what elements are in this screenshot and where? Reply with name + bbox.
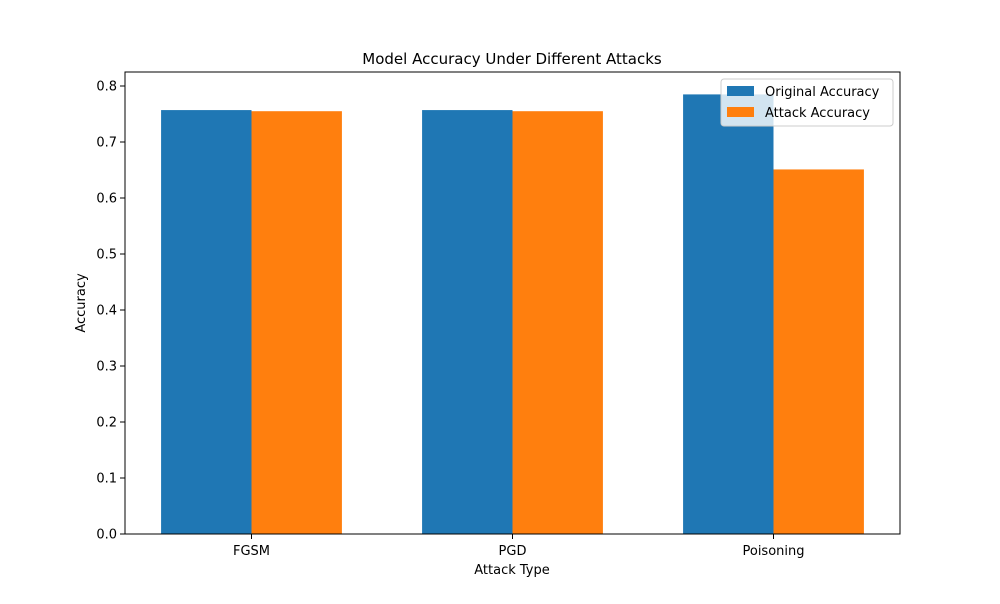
bar-attack-accuracy-fgsm [251, 111, 342, 534]
legend: Original Accuracy Attack Accuracy [720, 78, 894, 127]
bar-original-accuracy-fgsm [161, 110, 252, 534]
legend-box [720, 78, 894, 127]
y-axis-ticks: 0.0 0.1 0.2 0.3 0.4 0.5 0.6 0.7 0.8 [96, 80, 125, 543]
legend-swatch [727, 86, 754, 96]
bar-attack-accuracy-poisoning [773, 169, 864, 534]
bar-original-accuracy-pgd [422, 110, 513, 534]
x-axis-label: Attack Type [474, 563, 550, 578]
legend-swatch [727, 107, 754, 117]
x-tick-label: FGSM [233, 544, 270, 559]
legend-label: Attack Accuracy [765, 106, 870, 121]
x-axis-ticks: FGSM PGD Poisoning [233, 534, 805, 559]
plot-frame [124, 71, 901, 535]
bars-group [161, 94, 864, 535]
x-tick-label: PGD [499, 544, 527, 559]
y-tick-label: 0.1 [96, 472, 117, 487]
y-axis-label: Accuracy [74, 273, 89, 333]
x-tick-label: Poisoning [742, 544, 804, 559]
chart-title: Model Accuracy Under Different Attacks [362, 50, 662, 68]
y-tick-label: 0.4 [96, 304, 117, 319]
legend-label: Original Accuracy [765, 85, 880, 100]
bar-attack-accuracy-pgd [512, 111, 603, 534]
y-tick-label: 0.7 [96, 136, 117, 151]
bar-original-accuracy-poisoning [683, 94, 774, 535]
y-tick-label: 0.6 [96, 192, 117, 207]
y-tick-label: 0.2 [96, 416, 117, 431]
y-tick-label: 0.0 [96, 528, 117, 543]
y-tick-label: 0.8 [96, 80, 117, 95]
y-tick-label: 0.3 [96, 360, 117, 375]
y-tick-label: 0.5 [96, 248, 117, 263]
